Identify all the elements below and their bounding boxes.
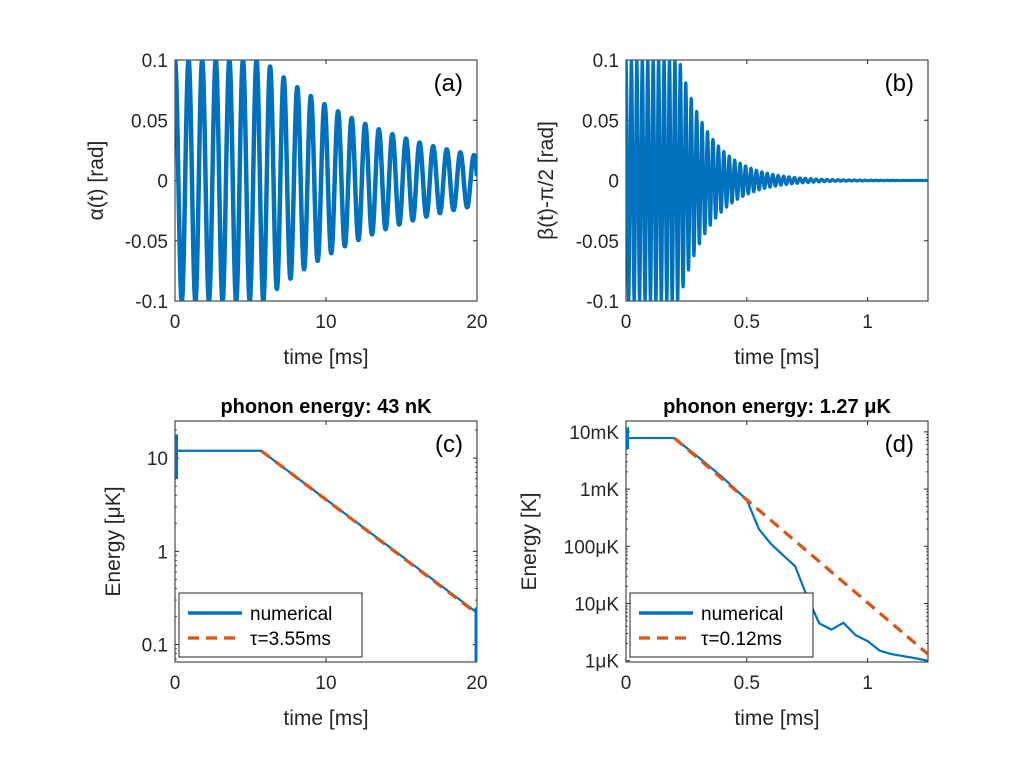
y-tick-label: 10mK [569,423,619,444]
y-axis-label-d: Energy [K] [518,492,541,590]
y-tick-label: 0.1 [142,636,168,657]
legend-box [178,592,363,658]
x-tick-label: 20 [466,312,487,333]
y-tick-label: 0 [157,172,168,193]
chart-a: 0 10 20 -0.1 -0.05 0 0.05 0.1 (a) time [ms] α(t) [… [85,51,488,369]
series-line-d-1 [673,436,928,656]
panel-label-a: (a) [434,70,463,97]
series-line-a-0 [175,60,477,301]
legend-c: numerical τ=3.55ms [178,592,363,658]
x-tick-label: 0 [621,312,632,333]
y-axis-label-c: Energy [μK] [102,486,125,596]
chart-b: 0 0.5 1 -0.1 -0.05 0 0.05 0.1 (b) time [ms] β(t)-π… [535,51,929,369]
y-tick-label: 0.05 [131,111,168,132]
series-line-b-0 [626,60,928,301]
series-line-c-1 [260,449,477,615]
y-tick-label: -0.1 [586,292,619,313]
x-tick-label: 0.5 [734,673,760,694]
panel-label-c: (c) [435,431,463,458]
y-tick-label: 0 [608,172,619,193]
y-tick-label: 100μK [564,537,620,558]
x-axis-label-c: time [ms] [283,707,368,730]
x-tick-label: 0 [170,312,181,333]
y-tick-label: 1μK [585,652,620,673]
y-tick-label: 0.1 [142,51,168,72]
y-tick-label: -0.05 [576,232,619,253]
x-tick-label: 20 [466,673,487,694]
x-tick-label: 0 [170,673,181,694]
x-tick-label: 10 [315,673,336,694]
legend-box [629,592,814,658]
chart-c: 0 10 20 0.1 1 10 (c)phonon energy: 43 nK time [… [102,396,488,730]
chart-title-c: phonon energy: 43 nK [220,396,432,418]
x-tick-label: 1 [862,312,873,333]
legend-entry-0: numerical [701,604,783,625]
y-tick-label: 0.1 [593,51,619,72]
x-tick-label: 0.5 [734,312,760,333]
y-tick-label: 0.05 [582,111,619,132]
y-axis-label-b: β(t)-π/2 [rad] [535,121,558,240]
y-tick-label: 1 [157,542,168,563]
legend-entry-1: τ=0.12ms [701,629,782,650]
legend-entry-0: numerical [250,604,332,625]
panel-label-d: (d) [885,431,914,458]
y-tick-label: -0.05 [125,232,168,253]
x-axis-label-a: time [ms] [283,346,368,369]
legend-entry-1: τ=3.55ms [250,629,331,650]
x-tick-label: 0 [621,673,632,694]
y-axis-label-a: α(t) [rad] [85,141,108,221]
chart-title-d: phonon energy: 1.27 μK [663,396,891,418]
chart-d: 0 0.5 1 1μK 10μK 100μK 1mK 10mK (d) phonon energy… [518,396,929,730]
y-tick-label: 10 [147,449,168,470]
x-axis-label-d: time [ms] [734,707,819,730]
legend-d: numerical τ=0.12ms [629,592,814,658]
y-tick-label: 10μK [574,595,619,616]
x-tick-label: 10 [315,312,336,333]
x-axis-label-b: time [ms] [734,346,819,369]
y-tick-label: -0.1 [135,292,168,313]
panel-label-b: (b) [885,70,914,97]
y-tick-label: 1mK [580,480,619,501]
x-tick-label: 1 [862,673,873,694]
